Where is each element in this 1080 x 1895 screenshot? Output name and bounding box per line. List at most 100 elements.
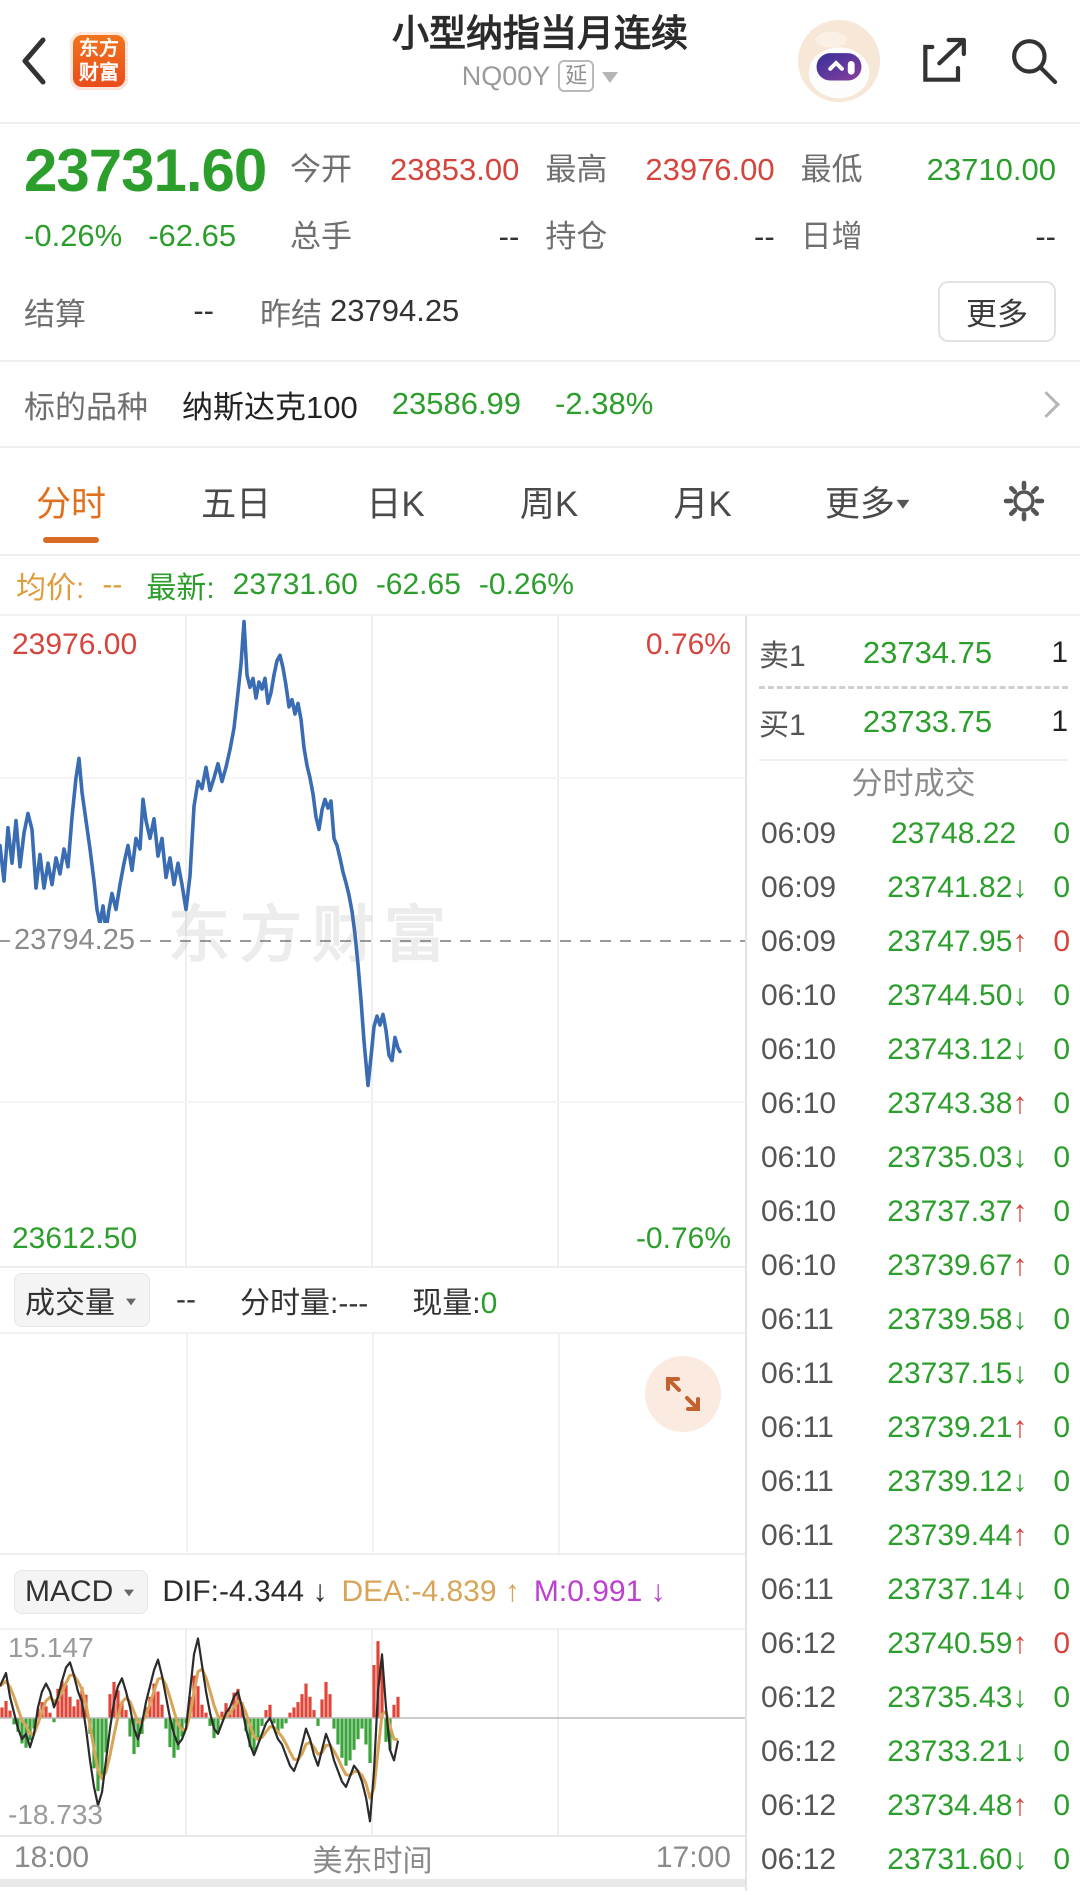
- axis-timezone: 美东时间: [312, 1845, 433, 1878]
- gear-icon[interactable]: [1002, 479, 1046, 523]
- more-fields-button[interactable]: 更多: [938, 280, 1056, 342]
- assistant-robot-avatar[interactable]: [796, 18, 882, 104]
- trade-volume: 0: [1053, 1087, 1070, 1120]
- tab-monthly-k[interactable]: 月K: [673, 484, 732, 524]
- bottom-strip: [0, 1879, 745, 1887]
- trade-row: 06:09 23747.95↑ 0: [747, 915, 1080, 969]
- share-icon[interactable]: [916, 33, 972, 89]
- trade-price: 23744.50↓: [887, 979, 1028, 1012]
- macd-pane[interactable]: 15.147 -18.733: [0, 1628, 745, 1837]
- trade-volume: 0: [1053, 1249, 1070, 1282]
- header-actions: [796, 0, 1062, 122]
- trade-row: 06:10 23743.12↓ 0: [747, 1023, 1080, 1077]
- trade-volume: 0: [1053, 1519, 1070, 1552]
- trade-row: 06:11 23739.58↓ 0: [747, 1293, 1080, 1347]
- underlying-name: 纳斯达克100: [182, 389, 358, 425]
- trade-price: 23739.12↓: [887, 1465, 1028, 1498]
- volume-value: --: [176, 1283, 196, 1316]
- trade-price: 23739.44↑: [887, 1519, 1028, 1552]
- tab-more[interactable]: 更多: [825, 476, 911, 527]
- down-arrow-icon: ↓: [1012, 871, 1028, 904]
- bid-price: 23733.75: [862, 704, 993, 739]
- underlying-row[interactable]: 标的品种 纳斯达克100 23586.99 -2.38%: [0, 360, 1080, 448]
- up-arrow-icon: ↑: [1012, 1411, 1028, 1444]
- trade-time: 06:10: [761, 979, 837, 1012]
- expand-arrows-icon: [666, 1377, 700, 1411]
- symbol-code-row[interactable]: NQ00Y 延: [260, 60, 820, 92]
- up-arrow-icon: ↑: [1012, 1249, 1028, 1282]
- back-button[interactable]: [0, 0, 70, 122]
- tab-minute[interactable]: 分时: [34, 462, 108, 541]
- trade-price: 23737.14↓: [887, 1573, 1028, 1606]
- chevron-right-icon: [1033, 390, 1060, 418]
- trade-price: 23733.21↓: [887, 1735, 1028, 1768]
- macd-indicator-dropdown[interactable]: MACD: [14, 1569, 149, 1614]
- trade-row: 06:12 23735.43↓ 0: [747, 1671, 1080, 1725]
- down-arrow-icon: ↓: [1012, 1141, 1028, 1174]
- latest-change: -62.65: [375, 568, 461, 601]
- trade-volume: 0: [1053, 1033, 1070, 1066]
- volume-pane[interactable]: [0, 1332, 745, 1555]
- up-arrow-icon: ↑: [1012, 1789, 1028, 1822]
- trade-row: 06:11 23739.12↓ 0: [747, 1455, 1080, 1509]
- chevron-down-icon: [126, 1298, 136, 1310]
- down-arrow-icon: ↓: [1012, 1033, 1028, 1066]
- chart-low-percent: -0.76%: [635, 1222, 731, 1255]
- underlying-change: -2.38%: [555, 386, 654, 421]
- trade-row: 06:11 23737.14↓ 0: [747, 1563, 1080, 1617]
- ask-price: 23734.75: [862, 635, 993, 670]
- last-price: 23731.60: [24, 137, 267, 204]
- down-arrow-icon: ↓: [1012, 1681, 1028, 1714]
- trade-price: 23737.37↑: [887, 1195, 1028, 1228]
- quote-fields-grid: 今开 23853.00 最高 23976.00 最低 23710.00 总手 -…: [290, 138, 1056, 256]
- trade-volume: 0: [1053, 1627, 1070, 1660]
- tab-five-day[interactable]: 五日: [201, 484, 272, 524]
- main-content: 东方财富 23976.00 0.76% 23794.25 23612.50 -0…: [0, 614, 1080, 1891]
- trade-price: 23748.22: [891, 817, 1017, 850]
- trade-price: 23735.03↓: [887, 1141, 1028, 1174]
- up-arrow-icon: ↑: [504, 1574, 520, 1608]
- trade-price: 23741.82↓: [887, 871, 1028, 904]
- underlying-price: 23586.99: [391, 386, 522, 421]
- tab-daily-k[interactable]: 日K: [366, 484, 425, 524]
- down-arrow-icon: ↓: [1012, 979, 1028, 1012]
- logo-text-1: 东方: [79, 38, 119, 60]
- orderbook-divider: [759, 686, 1068, 689]
- chart-low-label: 23612.50: [12, 1222, 138, 1255]
- search-icon[interactable]: [1006, 33, 1062, 89]
- period-tabs: 分时 五日 日K 周K 月K 更多: [0, 448, 1080, 556]
- axis-time-right: 17:00: [655, 1841, 731, 1874]
- field-daily-increase: 日增 --: [800, 219, 1056, 254]
- trade-volume: 0: [1053, 1843, 1070, 1876]
- down-arrow-icon: ↓: [1012, 1843, 1028, 1876]
- macd-dea: DEA:-4.839 ↑: [341, 1574, 520, 1608]
- trade-time: 06:10: [761, 1033, 837, 1066]
- current-volume: 现量:0: [412, 1287, 498, 1320]
- avg-price-label: 均价:: [16, 572, 85, 605]
- trade-volume: 0: [1053, 1573, 1070, 1606]
- trade-price: 23743.38↑: [887, 1087, 1028, 1120]
- prev-settle-label: 昨结: [260, 296, 322, 332]
- expand-chart-button[interactable]: [645, 1356, 721, 1432]
- ask-row[interactable]: 卖1 23734.75 1: [759, 635, 1068, 673]
- bid-row[interactable]: 买1 23733.75 1: [759, 704, 1068, 742]
- macd-min-label: -18.733: [8, 1799, 103, 1830]
- trade-time: 06:10: [761, 1195, 837, 1228]
- price-change-row: -0.26% -62.65: [24, 218, 290, 254]
- trade-volume: 0: [1053, 1357, 1070, 1390]
- trade-time: 06:09: [761, 817, 837, 850]
- trade-list[interactable]: 06:09 23748.22 0 06:09 23741.82↓ 0 06:09 23747.…: [747, 807, 1080, 1891]
- delayed-tag: 延: [558, 60, 595, 92]
- volume-indicator-dropdown[interactable]: 成交量: [14, 1273, 150, 1327]
- minute-price-chart[interactable]: 东方财富 23976.00 0.76% 23794.25 23612.50 -0…: [0, 616, 745, 1266]
- down-arrow-icon: ↓: [650, 1574, 666, 1608]
- page-title: 小型纳指当月连续: [392, 13, 688, 54]
- tab-weekly-k[interactable]: 周K: [519, 484, 579, 524]
- header: 东方 财富 小型纳指当月连续 NQ00Y 延: [0, 0, 1080, 124]
- trade-time: 06:11: [761, 1573, 834, 1606]
- trade-volume: 0: [1053, 1681, 1070, 1714]
- field-high: 最高 23976.00: [545, 152, 775, 187]
- trade-price: 23747.95↑: [887, 925, 1028, 958]
- latest-label: 最新:: [146, 572, 215, 605]
- up-arrow-icon: ↑: [1012, 1087, 1028, 1120]
